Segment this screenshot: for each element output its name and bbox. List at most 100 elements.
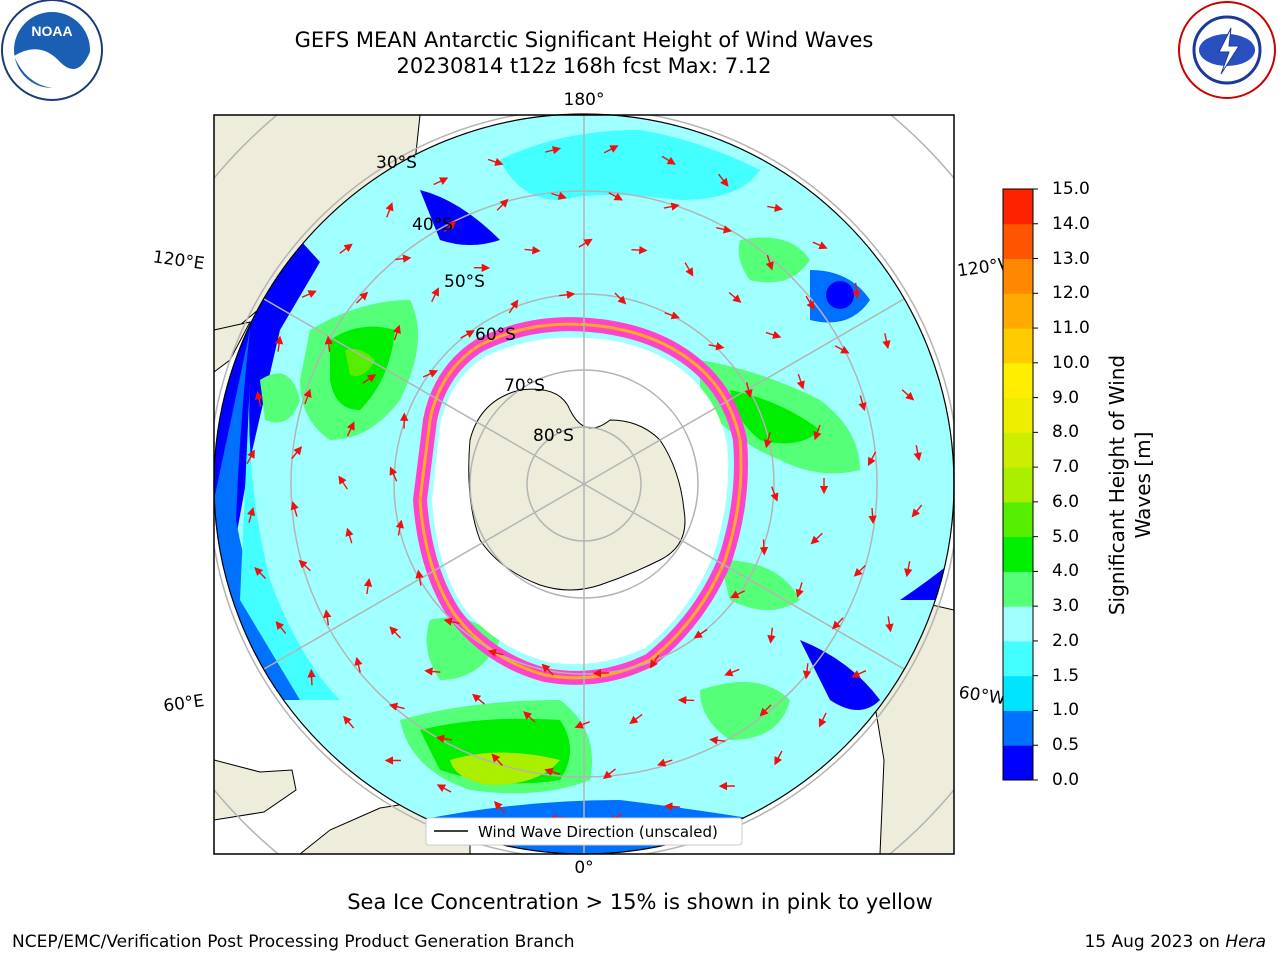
colorbar-segment: [1003, 745, 1033, 781]
wind-arrow: [362, 374, 377, 384]
wind-arrow: [602, 768, 616, 780]
wind-arrow: [796, 373, 805, 390]
wind-arrow: [346, 421, 355, 437]
wind-arrow: [709, 736, 726, 745]
colorbar-segment: [1003, 362, 1033, 399]
wind-arrow: [524, 246, 541, 255]
wind-arrow: [795, 582, 804, 598]
wind-arrow: [629, 713, 643, 725]
wind-arrow: [496, 198, 509, 211]
wind-arrow: [424, 667, 441, 676]
colorbar-tick-label: 9.0: [1052, 387, 1080, 408]
nws-logo: [1178, 1, 1276, 99]
wind-arrow: [356, 291, 369, 304]
lat-label-70s: 70°S: [504, 376, 545, 396]
wind-arrow: [708, 342, 725, 351]
wind-arrow: [491, 753, 503, 766]
colorbar-label: Significant Height of Wind Waves [m]: [1105, 354, 1155, 616]
colorbar-tick-label: 6.0: [1052, 491, 1080, 512]
wind-arrow: [431, 287, 439, 303]
lon-label-60e: 60°E: [162, 691, 205, 716]
lat-label-40s: 40°S: [412, 215, 453, 235]
wind-arrow: [765, 254, 774, 271]
wind-arrow: [443, 617, 460, 626]
colorbar-tick-label: 1.0: [1052, 700, 1080, 721]
wind-arrow: [818, 712, 827, 728]
wind-arrow: [392, 324, 401, 341]
wind-arrow: [770, 486, 779, 502]
wind-arrow: [813, 424, 822, 441]
sea-ice-note: Sea Ice Concentration > 15% is shown in …: [347, 890, 933, 914]
wind-arrow: [852, 282, 861, 300]
colorbar-tick-label: 5.0: [1052, 526, 1080, 547]
wind-arrow: [868, 507, 877, 525]
colorbar-tick-label: 7.0: [1052, 457, 1080, 478]
wind-arrow: [307, 668, 316, 686]
wind-arrow: [901, 389, 915, 401]
wind-arrow: [415, 569, 424, 586]
wind-arrow: [802, 663, 812, 680]
wind-arrow: [559, 290, 576, 299]
lon-label-60w: 60°W: [957, 683, 1006, 709]
wind-arrow: [832, 617, 844, 630]
wind-arrow: [774, 750, 783, 766]
wind-arrow: [433, 177, 449, 186]
footer-host: Hera: [1225, 932, 1266, 952]
wind-arrow: [684, 262, 694, 277]
wind-arrow: [911, 504, 923, 518]
colorbar-tick-label: 10.0: [1052, 352, 1090, 373]
wind-arrow: [443, 220, 457, 233]
wind-arrow: [363, 578, 373, 595]
wind-arrow: [385, 202, 394, 218]
wind-arrow: [693, 628, 708, 639]
colorbar-tick-label: 14.0: [1052, 213, 1090, 234]
wind-arrow: [395, 519, 405, 536]
wind-arrow: [718, 173, 729, 187]
wind-arrow: [631, 245, 648, 255]
colorbar-tick-label: 1.5: [1052, 665, 1080, 686]
footer-credit: NCEP/EMC/Verification Post Processing Pr…: [12, 932, 575, 952]
wind-arrow: [338, 475, 348, 490]
lon-label-180: 180°: [564, 90, 605, 110]
wind-arrow: [603, 145, 619, 154]
wind-wave-arrows: [246, 145, 923, 824]
wind-arrow: [664, 311, 680, 320]
colorbar-segment: [1003, 293, 1033, 329]
wind-arrow: [867, 451, 877, 467]
wind-arrow: [246, 449, 255, 465]
colorbar-segment: [1003, 467, 1033, 503]
wind-arrow: [324, 335, 333, 352]
map-legend: Wind Wave Direction (unscaled): [425, 817, 743, 846]
colorbar-tick-label: 3.0: [1052, 596, 1080, 617]
wind-arrow: [767, 203, 784, 212]
lat-label-80s: 80°S: [533, 426, 574, 446]
wind-arrow: [578, 238, 593, 248]
wind-arrow: [508, 299, 519, 314]
wind-arrow: [608, 192, 623, 201]
wind-arrow: [724, 668, 740, 677]
wind-arrow: [422, 369, 439, 378]
chart-subtitle-date: 20230814 t12z 168h fcst Max: 7.12: [396, 54, 772, 78]
wind-arrow: [298, 559, 311, 572]
wind-arrow: [765, 330, 782, 339]
wind-arrow: [663, 202, 680, 211]
wind-arrow: [763, 432, 773, 449]
colorbar-segment: [1003, 640, 1033, 677]
colorbar-segment: [1003, 710, 1033, 746]
wind-arrow: [493, 800, 506, 814]
wind-arrow: [574, 720, 590, 729]
wind-arrow: [389, 466, 398, 482]
wind-arrow: [487, 648, 504, 657]
wind-arrow: [904, 561, 913, 578]
wind-arrow: [343, 715, 355, 729]
wind-arrow: [614, 292, 627, 305]
wind-arrow: [661, 155, 676, 165]
colorbar-segment: [1003, 606, 1033, 642]
map-frame: [213, 114, 955, 855]
wind-arrow: [301, 290, 317, 298]
wind-arrow: [435, 734, 452, 743]
wind-arrow: [487, 157, 504, 166]
colorbar-segment: [1003, 223, 1033, 260]
wind-arrow: [730, 590, 745, 599]
wind-arrow: [471, 693, 485, 705]
